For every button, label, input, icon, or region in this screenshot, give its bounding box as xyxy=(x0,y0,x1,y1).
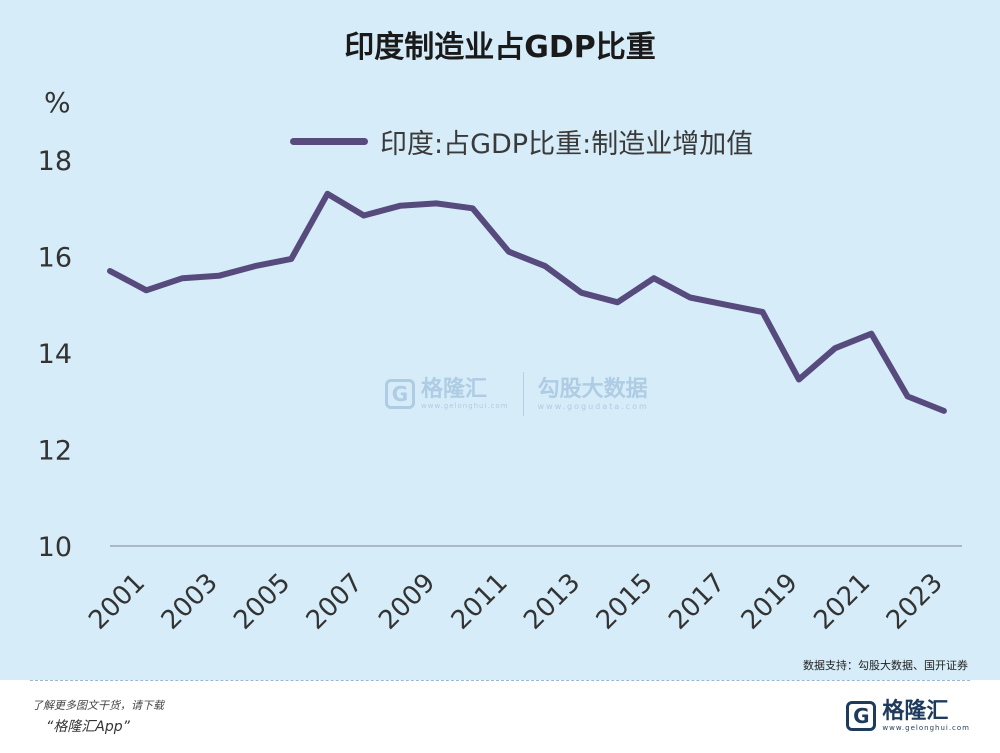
x-tick-label: 2005 xyxy=(228,568,296,636)
watermark-divider xyxy=(522,372,524,416)
x-tick-label: 2013 xyxy=(518,568,586,636)
x-tick-label: 2023 xyxy=(881,568,949,636)
footer-logo[interactable]: G 格隆汇 www.gelonghui.com xyxy=(846,700,970,732)
y-tick-label: 12 xyxy=(38,436,72,467)
watermark: G 格隆汇 www.gelonghui.com 勾股大数据 www.goguda… xyxy=(385,372,649,416)
footer-tagline: 了解更多图文干货，请下载 xyxy=(32,699,164,712)
footer-logo-name: 格隆汇 xyxy=(882,699,949,724)
legend-label: 印度:占GDP比重:制造业增加值 xyxy=(380,129,754,160)
footer-logo-text: 格隆汇 www.gelonghui.com xyxy=(882,699,970,733)
y-tick-label: 16 xyxy=(38,243,72,274)
footer-app-name: “格隆汇App” xyxy=(46,719,130,735)
footer-logo-url: www.gelonghui.com xyxy=(882,724,970,732)
x-tick-label: 2007 xyxy=(301,568,369,636)
watermark-brand-name: 格隆汇 xyxy=(421,377,488,402)
x-tick-label: 2003 xyxy=(156,568,224,636)
chart-panel: 10 12 14 16 18 2001 2003 2005 2007 2009 2011 2013 20… xyxy=(0,0,1000,680)
legend: 印度:占GDP比重:制造业增加值 xyxy=(290,122,753,161)
x-tick-label: 2017 xyxy=(663,568,731,636)
y-tick-label: 10 xyxy=(38,532,72,563)
watermark-partner-url: www.gogudata.com xyxy=(537,401,649,411)
watermark-partner-name: 勾股大数据 xyxy=(537,376,648,402)
legend-swatch xyxy=(290,138,368,145)
x-tick-label: 2019 xyxy=(736,568,804,636)
chart-title: 印度制造业占GDP比重 xyxy=(344,30,656,65)
watermark-partner: 勾股大数据 www.gogudata.com xyxy=(537,376,649,411)
watermark-brand: 格隆汇 www.gelonghui.com xyxy=(421,377,509,411)
watermark-brand-url: www.gelonghui.com xyxy=(421,402,509,410)
y-tick-label: 18 xyxy=(38,146,72,177)
gelonghui-logo-icon: G xyxy=(846,701,877,731)
y-tick-label: 14 xyxy=(38,339,72,370)
y-unit-label: % xyxy=(44,86,71,119)
series-line xyxy=(107,190,947,414)
source-note: 数据支持：勾股大数据、国开证券 xyxy=(803,659,968,672)
x-tick-label: 2021 xyxy=(808,568,876,636)
x-tick-label: 2001 xyxy=(83,568,151,636)
x-tick-label: 2009 xyxy=(373,568,441,636)
footer-divider xyxy=(30,680,970,681)
x-tick-label: 2011 xyxy=(446,568,514,636)
x-tick-label: 2015 xyxy=(591,568,659,636)
gelonghui-logo-icon: G xyxy=(385,379,415,409)
